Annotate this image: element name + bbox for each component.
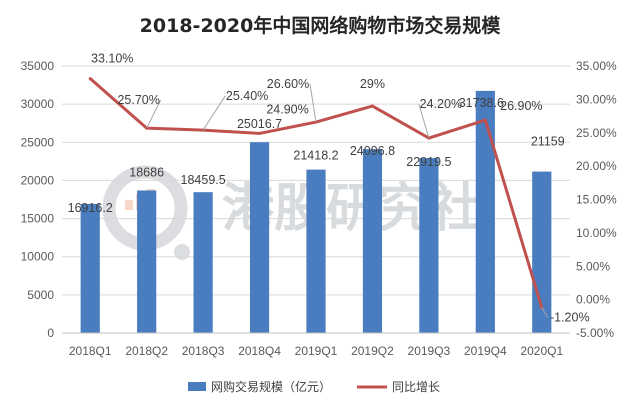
line-point — [258, 131, 262, 135]
bar — [362, 149, 383, 333]
leader-line — [541, 307, 549, 318]
x-tick-label: 2020Q1 — [520, 344, 563, 358]
line-value-label: 29% — [360, 77, 385, 91]
bar-value-label: 18686 — [129, 165, 164, 179]
y-left-tick-label: 20000 — [21, 173, 55, 187]
line-value-label: 25.40% — [226, 89, 268, 103]
y-left-tick-label: 10000 — [21, 250, 55, 264]
bar-value-label: 31738.6 — [459, 96, 504, 110]
line-value-label: 26.90% — [500, 99, 542, 113]
leader-line — [146, 99, 162, 129]
leader-line — [202, 95, 226, 131]
x-tick-label: 2019Q3 — [408, 344, 451, 358]
x-tick-label: 2018Q1 — [69, 344, 112, 358]
line-value-label: 26.60% — [267, 77, 309, 91]
chart-title: 2018-2020年中国网络购物市场交易规模 — [140, 14, 502, 37]
bar-value-label: 22919.5 — [406, 155, 451, 169]
line-value-label: 33.10% — [91, 52, 133, 66]
bar-value-label: 21159 — [531, 135, 565, 149]
y-left-tick-label: 25000 — [21, 135, 55, 149]
bar — [249, 142, 270, 333]
bar — [193, 192, 213, 333]
leader-line — [418, 103, 430, 139]
line-point — [370, 104, 374, 108]
axes: 0 5000 10000 15000 20000 25000 30000 35000 -5.00… — [21, 59, 617, 358]
y-right-tick-label: 5.00% — [576, 259, 610, 273]
bar-value-label: 16916.2 — [68, 201, 113, 215]
line-point — [483, 118, 487, 122]
y-right-tick-label: 35.00% — [576, 59, 617, 73]
y-right-tick-label: 20.00% — [576, 159, 617, 173]
x-tick-label: 2019Q1 — [295, 344, 338, 358]
legend-swatch-bar — [188, 382, 206, 391]
bar-value-label: 24096.8 — [350, 144, 395, 158]
data-labels: 16916.2 18686 18459.5 25016.7 21418.2 24096.8… — [68, 52, 590, 325]
x-tick-label: 2018Q3 — [182, 344, 225, 358]
x-tick-label: 2019Q4 — [464, 344, 507, 358]
bar-value-label: 21418.2 — [293, 149, 338, 163]
y-right-tick-label: 15.00% — [576, 193, 617, 207]
x-tick-label: 2018Q4 — [238, 344, 281, 358]
y-right-tick-label: 0.00% — [576, 293, 610, 307]
y-right-tick-label: 10.00% — [576, 226, 617, 240]
y-left-tick-label: 5000 — [27, 288, 54, 302]
bar — [80, 203, 100, 333]
y-right-tick-label: 25.00% — [576, 126, 617, 140]
line-point — [88, 77, 92, 81]
x-tick-label: 2018Q2 — [125, 344, 168, 358]
line-value-label: 25.70% — [117, 93, 159, 107]
line-value-label: -1.20% — [550, 311, 590, 325]
bar — [419, 158, 439, 333]
line-value-label: 24.20% — [420, 97, 462, 111]
bar — [137, 190, 157, 333]
y-left-tick-label: 35000 — [21, 59, 55, 73]
bar — [306, 169, 326, 333]
y-left-tick-label: 15000 — [21, 212, 55, 226]
y-right-tick-label: 30.00% — [576, 92, 617, 106]
legend-label-line: 同比增长 — [392, 380, 440, 394]
bar-value-label: 25016.7 — [237, 117, 282, 131]
leader-line — [309, 83, 317, 123]
legend: 网购交易规模（亿元） 同比增长 — [188, 379, 440, 394]
line-value-label: 24.90% — [266, 102, 308, 116]
bar-series — [80, 90, 552, 333]
y-left-tick-label: 0 — [47, 326, 54, 340]
bar — [475, 90, 495, 333]
legend-label-bar: 网购交易规模（亿元） — [211, 379, 331, 394]
y-right-tick-label: -5.00% — [576, 326, 614, 340]
x-tick-label: 2019Q2 — [351, 344, 394, 358]
y-left-tick-label: 30000 — [21, 97, 55, 111]
bar-value-label: 18459.5 — [181, 173, 226, 187]
